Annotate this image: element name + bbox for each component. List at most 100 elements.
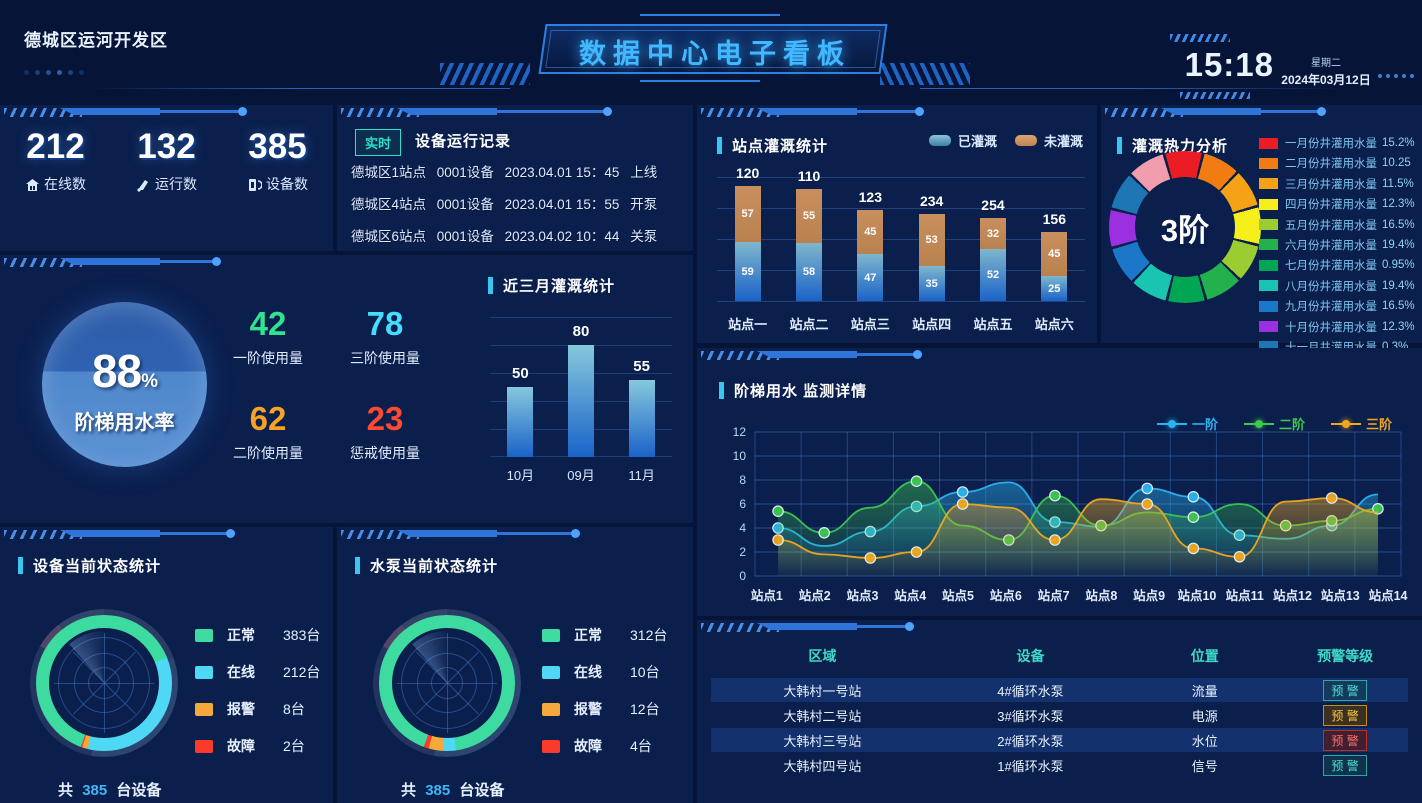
stat-online[interactable]: 212 在线数 (4, 127, 108, 194)
legend-item[interactable]: 报警 8台 (195, 699, 320, 719)
legend-label: 在线 (574, 664, 602, 680)
tier-usage-2[interactable]: 62 二阶使用量 (208, 400, 328, 463)
table-row[interactable]: 大韩村三号站 2#循环水泵 水位 预 警 (711, 728, 1408, 752)
legend-swatch (1259, 239, 1278, 251)
chart-bar[interactable]: 80 (567, 323, 594, 457)
status-badge[interactable]: 预 警 (1323, 679, 1367, 701)
data-point[interactable] (818, 527, 831, 539)
chart-bar[interactable]: 50 (507, 365, 534, 457)
tier-usage-3[interactable]: 78 三阶使用量 (325, 305, 445, 368)
legend-item[interactable]: 二阶 (1243, 414, 1305, 433)
data-point[interactable] (772, 534, 784, 546)
status-badge[interactable]: 预 警 (1323, 729, 1367, 751)
chart-bar[interactable]: 120 57 59 (734, 165, 761, 301)
data-point[interactable] (1325, 492, 1338, 504)
legend-item[interactable]: 九月份井灌用水量 16.5% (1259, 298, 1419, 314)
data-point[interactable] (1049, 534, 1061, 546)
data-point[interactable] (910, 546, 923, 558)
log-device: 0001设备 (436, 229, 494, 244)
legend-label: 四月份井灌用水量 (1285, 199, 1377, 212)
data-point[interactable] (1187, 491, 1200, 503)
column-header-device: 设备 (1016, 648, 1045, 664)
cell-area: 大韩村一号站 (783, 683, 862, 699)
list-item[interactable]: 德城区1站点 0001设备 2023.04.01 15：45 上线 (351, 161, 681, 181)
chart-bar[interactable]: 254 32 52 (979, 197, 1006, 301)
pump-status-donut (373, 609, 521, 757)
data-point[interactable] (1187, 542, 1200, 555)
legend-item[interactable]: 故障 2台 (195, 736, 320, 756)
legend-item[interactable]: 在线 10台 (542, 662, 667, 682)
data-point[interactable] (1233, 551, 1246, 563)
legend-count: 383台 (283, 627, 321, 643)
legend-item[interactable]: 八月份井灌用水量 19.4% (1259, 278, 1419, 294)
legend-item[interactable]: 六月份井灌用水量 19.4% (1259, 237, 1419, 253)
pump-total-suffix: 台设备 (459, 782, 505, 799)
legend-item[interactable]: 正常 312台 (542, 625, 667, 645)
dashboard-title-wrap: 数据中心电子看板 (520, 14, 1250, 99)
chart-bar[interactable]: 156 45 25 (1041, 211, 1068, 301)
data-point[interactable] (1141, 482, 1154, 495)
tier-1-value: 42 (249, 305, 287, 342)
legend-item[interactable]: 四月份井灌用水量 12.3% (1259, 196, 1419, 212)
cell-position: 电源 (1191, 708, 1218, 724)
data-point[interactable] (1187, 511, 1200, 523)
legend-item[interactable]: 一阶 (1156, 414, 1218, 433)
tier-usage-4[interactable]: 23 惩戒使用量 (325, 400, 445, 463)
table-row[interactable]: 大韩村二号站 3#循环水泵 电源 预 警 (711, 703, 1408, 727)
status-badge[interactable]: 预 警 (1323, 704, 1367, 726)
bar-segment-unirrigated: 32 (979, 217, 1006, 250)
legend-item[interactable]: 报警 12台 (542, 699, 667, 719)
legend-marker (1243, 418, 1274, 430)
data-point[interactable] (1049, 489, 1061, 502)
water-rate-percent-symbol: % (141, 371, 158, 392)
legend-value: 19.4% (1382, 279, 1415, 292)
chart-bar[interactable]: 55 (628, 358, 655, 457)
stat-devices[interactable]: 385 设备数 (226, 127, 330, 194)
table-row[interactable]: 大韩村一号站 4#循环水泵 流量 预 警 (711, 678, 1408, 702)
chart-bar[interactable]: 110 55 58 (795, 168, 822, 301)
list-item[interactable]: 德城区4站点 0001设备 2023.04.01 15：55 开泵 (351, 193, 681, 213)
legend-item[interactable]: 未灌溉 (1014, 131, 1083, 150)
pump-total-prefix: 共 (401, 782, 417, 799)
legend-label: 三月份井灌用水量 (1285, 178, 1377, 191)
legend-item[interactable]: 三月份井灌用水量 11.5% (1259, 176, 1419, 192)
chart-bar[interactable]: 123 45 47 (857, 189, 884, 301)
status-badge[interactable]: 预 警 (1323, 754, 1367, 776)
list-item[interactable]: 德城区6站点 0001设备 2023.04.02 10：44 关泵 (351, 225, 681, 245)
tier-usage-1[interactable]: 42 一阶使用量 (208, 305, 328, 368)
stat-running[interactable]: 132 运行数 (115, 127, 219, 194)
legend-item[interactable]: 已灌溉 (928, 131, 997, 150)
legend-item[interactable]: 七月份井灌用水量 0.95% (1259, 257, 1419, 273)
legend-count: 212台 (283, 664, 321, 680)
x-tick-label: 站点五 (973, 317, 1013, 332)
bar-segment-irrigated: 25 (1041, 276, 1068, 301)
running-icon (137, 180, 148, 192)
legend-swatch (928, 135, 951, 146)
legend-item[interactable]: 三阶 (1330, 414, 1392, 433)
table-row[interactable]: 大韩村四号站 1#循环水泵 信号 预 警 (711, 753, 1408, 777)
data-point[interactable] (910, 475, 923, 487)
legend-swatch (542, 739, 560, 753)
legend-item[interactable]: 二月份井灌用水量 10.25 (1259, 155, 1419, 171)
x-tick-label: 站点四 (912, 317, 952, 332)
legend-item[interactable]: 十月份井灌用水量 12.3% (1259, 319, 1419, 335)
legend-count: 4台 (630, 738, 652, 754)
bar-total-label: 123 (858, 188, 882, 205)
legend-item[interactable]: 在线 212台 (195, 662, 320, 682)
data-point[interactable] (864, 552, 877, 564)
data-point[interactable] (772, 505, 784, 517)
y-tick-label: 8 (739, 473, 746, 487)
heat-analysis-title: 灌溉热力分析 (1117, 135, 1228, 156)
data-point[interactable] (956, 486, 969, 498)
bar-segment-unirrigated: 45 (857, 209, 884, 255)
data-point[interactable] (956, 498, 969, 510)
three-month-bar-chart: 50 80 55 10月 09月 11月 (472, 317, 672, 492)
legend-item[interactable]: 一月份井灌用水量 15.2% (1259, 135, 1419, 151)
legend-item[interactable]: 正常 383台 (195, 625, 320, 645)
legend-item[interactable]: 五月份井灌用水量 16.5% (1259, 217, 1419, 233)
data-point[interactable] (1141, 498, 1154, 510)
legend-item[interactable]: 故障 4台 (542, 736, 667, 756)
legend-label: 六月份井灌用水量 (1285, 239, 1377, 252)
chart-bar[interactable]: 234 53 35 (918, 193, 945, 301)
stat-devices-label-row: 设备数 (226, 174, 330, 194)
